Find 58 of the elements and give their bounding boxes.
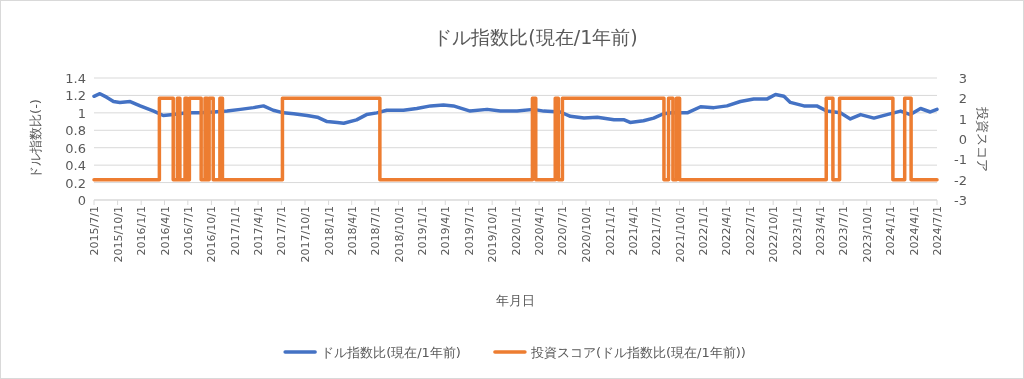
x-tick-label: 2017/7/1	[275, 206, 289, 256]
x-tick-label: 2023/4/1	[813, 206, 827, 256]
y2-tick-label: -2	[954, 172, 967, 188]
x-tick-label: 2024/7/1	[931, 206, 944, 256]
x-tick-label: 2017/1/1	[229, 206, 243, 256]
x-tick-label: 2023/7/1	[837, 206, 851, 256]
x-tick-label: 2015/7/1	[88, 206, 101, 256]
y2-tick-label: 0	[958, 132, 967, 147]
x-tick-label: 2022/7/1	[743, 206, 757, 256]
x-tick-label: 2019/10/1	[486, 206, 500, 263]
x-tick-label: 2018/1/1	[322, 206, 336, 256]
y-tick-label: 0.2	[65, 175, 86, 191]
y-tick-label: 1.4	[65, 71, 86, 86]
x-tick-label: 2021/7/1	[650, 206, 663, 256]
chart-title: ドル指数比(現在/1年前)	[433, 26, 638, 48]
x-tick-label: 2024/1/1	[884, 206, 898, 256]
x-tick-label: 2018/4/1	[345, 206, 359, 256]
y2-tick-label: 2	[958, 91, 967, 107]
y2-tick-label: -3	[954, 193, 967, 208]
x-tick-label: 2016/10/1	[205, 206, 219, 263]
y-tick-label: 0	[77, 193, 86, 208]
x-tick-label: 2016/1/1	[135, 206, 149, 256]
x-tick-label: 2022/10/1	[767, 206, 781, 263]
y-tick-label: 0.8	[65, 123, 86, 139]
x-tick-label: 2021/4/1	[626, 206, 640, 256]
x-tick-label: 2019/1/1	[416, 206, 430, 256]
y-tick-label: 1	[77, 105, 86, 121]
y2-tick-label: 1	[958, 111, 967, 127]
x-axis-title: 年月日	[496, 293, 535, 308]
x-tick-label: 2018/7/1	[369, 206, 382, 256]
y2-tick-label: -1	[954, 152, 967, 168]
x-tick-label: 2015/10/1	[111, 206, 125, 263]
x-tick-label: 2020/4/1	[533, 206, 547, 256]
y-tick-label: 0.4	[65, 158, 86, 174]
legend-label: 投資スコア(ドル指数比(現在/1年前))	[529, 345, 746, 360]
x-tick-label: 2023/1/1	[790, 206, 804, 256]
x-tick-label: 2019/7/1	[462, 206, 476, 256]
x-tick-label: 2021/1/1	[603, 206, 617, 256]
x-tick-label: 2020/1/1	[509, 206, 523, 256]
x-tick-label: 2022/4/1	[720, 206, 734, 256]
y2-axis-title: 投資スコア	[975, 105, 990, 172]
x-tick-label: 2016/7/1	[181, 206, 195, 256]
y-axis-title: ドル指数比(-)	[28, 99, 43, 179]
x-tick-label: 2018/10/1	[392, 206, 406, 263]
x-tick-label: 2017/4/1	[252, 206, 266, 256]
x-tick-label: 2022/1/1	[697, 206, 711, 256]
y2-tick-label: 3	[958, 71, 967, 86]
x-tick-label: 2023/10/1	[860, 206, 874, 263]
x-tick-label: 2020/10/1	[580, 206, 594, 263]
x-tick-label: 2019/4/1	[439, 206, 453, 256]
x-tick-label: 2024/4/1	[907, 206, 921, 256]
y-tick-label: 1.2	[65, 88, 86, 104]
x-tick-label: 2016/4/1	[158, 206, 172, 256]
x-tick-label: 2017/10/1	[299, 206, 313, 263]
x-tick-label: 2021/10/1	[673, 206, 687, 263]
legend-label: ドル指数比(現在/1年前)	[321, 345, 461, 360]
y-tick-label: 0.6	[65, 140, 86, 156]
x-tick-label: 2020/7/1	[556, 206, 570, 256]
